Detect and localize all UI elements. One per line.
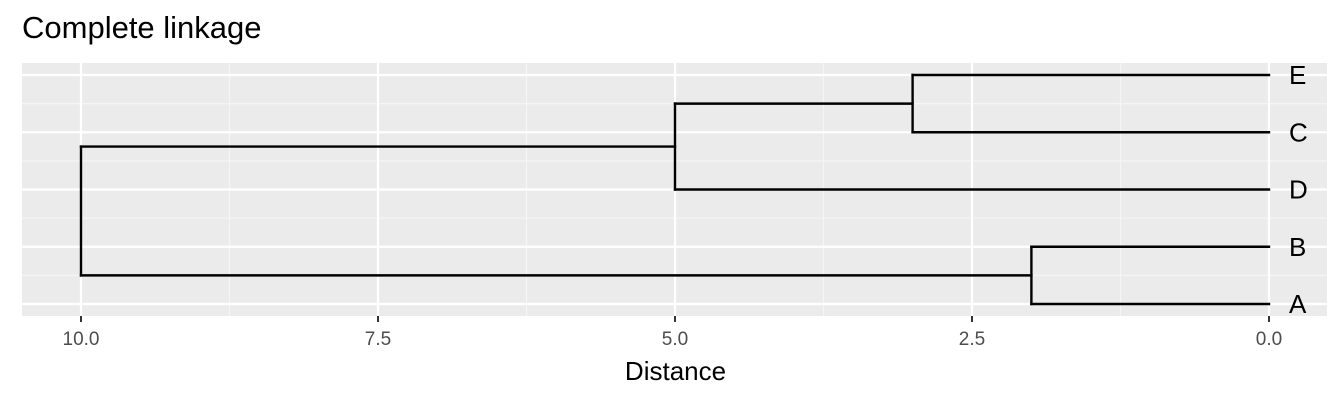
leaf-label-c: C <box>1289 117 1308 147</box>
x-tick-label: 0.0 <box>1256 329 1282 350</box>
x-tick-label: 2.5 <box>959 329 985 350</box>
leaf-label-a: A <box>1289 289 1307 319</box>
leaf-label-d: D <box>1289 175 1308 205</box>
chart-title: Complete linkage <box>22 10 262 45</box>
x-tick-label: 5.0 <box>662 329 688 350</box>
leaf-label-b: B <box>1289 232 1306 262</box>
leaf-label-e: E <box>1289 60 1306 90</box>
x-tick-label: 10.0 <box>63 329 100 350</box>
x-axis-title: Distance <box>625 356 726 386</box>
x-tick-label: 7.5 <box>365 329 391 350</box>
